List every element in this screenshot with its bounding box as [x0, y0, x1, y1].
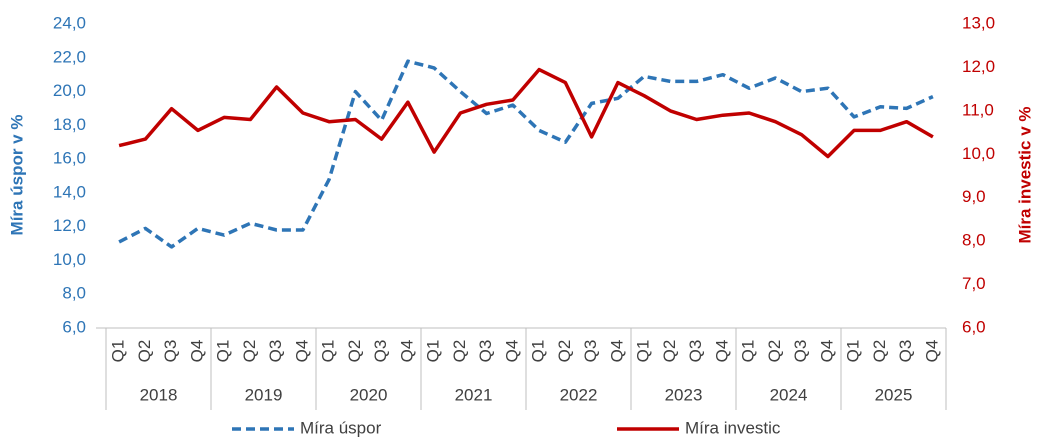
x-tick-label: Q3: [896, 340, 915, 363]
y-tick-label: 16,0: [53, 149, 86, 168]
y-tick-label: 20,0: [53, 81, 86, 100]
x-group-label: 2019: [245, 385, 283, 404]
y2-tick-label: 12,0: [962, 57, 995, 76]
y2-tick-label: 6,0: [962, 317, 986, 336]
y-tick-label: 6,0: [62, 317, 86, 336]
x-tick-label: Q2: [555, 340, 574, 363]
x-tick-label: Q1: [529, 340, 548, 363]
x-tick-label: Q2: [450, 340, 469, 363]
x-tick-label: Q3: [581, 340, 600, 363]
x-tick-label: Q2: [345, 340, 364, 363]
x-tick-label: Q1: [634, 340, 653, 363]
y2-tick-label: 9,0: [962, 187, 986, 206]
x-tick-label: Q3: [266, 340, 285, 363]
x-group-label: 2025: [875, 385, 913, 404]
y2-tick-label: 13,0: [962, 13, 995, 32]
x-tick-label: Q4: [607, 340, 626, 363]
x-tick-label: Q2: [135, 340, 154, 363]
x-group-label: 2021: [455, 385, 493, 404]
x-tick-label: Q4: [922, 340, 941, 363]
x-tick-label: Q2: [660, 340, 679, 363]
x-tick-label: Q4: [292, 340, 311, 363]
x-tick-label: Q1: [319, 340, 338, 363]
y-tick-label: 24,0: [53, 13, 86, 32]
x-tick-label: Q3: [686, 340, 705, 363]
x-group-label: 2020: [350, 385, 388, 404]
x-tick-label: Q1: [109, 340, 128, 363]
y-tick-label: 22,0: [53, 47, 86, 66]
legend-label: Míra úspor: [300, 418, 382, 437]
x-tick-label: Q1: [844, 340, 863, 363]
series-line: [118, 59, 934, 249]
y2-tick-label: 7,0: [962, 274, 986, 293]
y-tick-label: 14,0: [53, 182, 86, 201]
x-tick-label: Q3: [161, 340, 180, 363]
legend-label: Míra investic: [685, 418, 781, 437]
x-group-label: 2018: [140, 385, 178, 404]
y2-tick-label: 10,0: [962, 144, 995, 163]
x-tick-label: Q2: [765, 340, 784, 363]
x-tick-label: Q1: [214, 340, 233, 363]
y-tick-label: 10,0: [53, 250, 86, 269]
x-tick-label: Q1: [424, 340, 443, 363]
x-tick-label: Q4: [712, 340, 731, 363]
x-tick-label: Q4: [397, 340, 416, 363]
y-axis-title: Míra úspor v %: [7, 115, 26, 236]
y2-tick-label: 11,0: [962, 100, 994, 119]
x-tick-label: Q4: [187, 340, 206, 363]
y2-axis-title: Míra investic v %: [1015, 106, 1034, 243]
y2-tick-label: 8,0: [962, 231, 986, 250]
y-tick-label: 12,0: [53, 216, 86, 235]
y-tick-label: 18,0: [53, 115, 86, 134]
series-line: [118, 67, 934, 159]
x-tick-label: Q3: [371, 340, 390, 363]
x-tick-label: Q1: [739, 340, 758, 363]
x-group-label: 2023: [665, 385, 703, 404]
x-group-label: 2022: [560, 385, 598, 404]
x-tick-label: Q2: [240, 340, 259, 363]
x-tick-label: Q3: [476, 340, 495, 363]
x-tick-label: Q2: [870, 340, 889, 363]
y-tick-label: 8,0: [62, 284, 86, 303]
x-tick-label: Q3: [791, 340, 810, 363]
x-tick-label: Q4: [817, 340, 836, 363]
x-group-label: 2024: [770, 385, 808, 404]
x-tick-label: Q4: [502, 340, 521, 363]
